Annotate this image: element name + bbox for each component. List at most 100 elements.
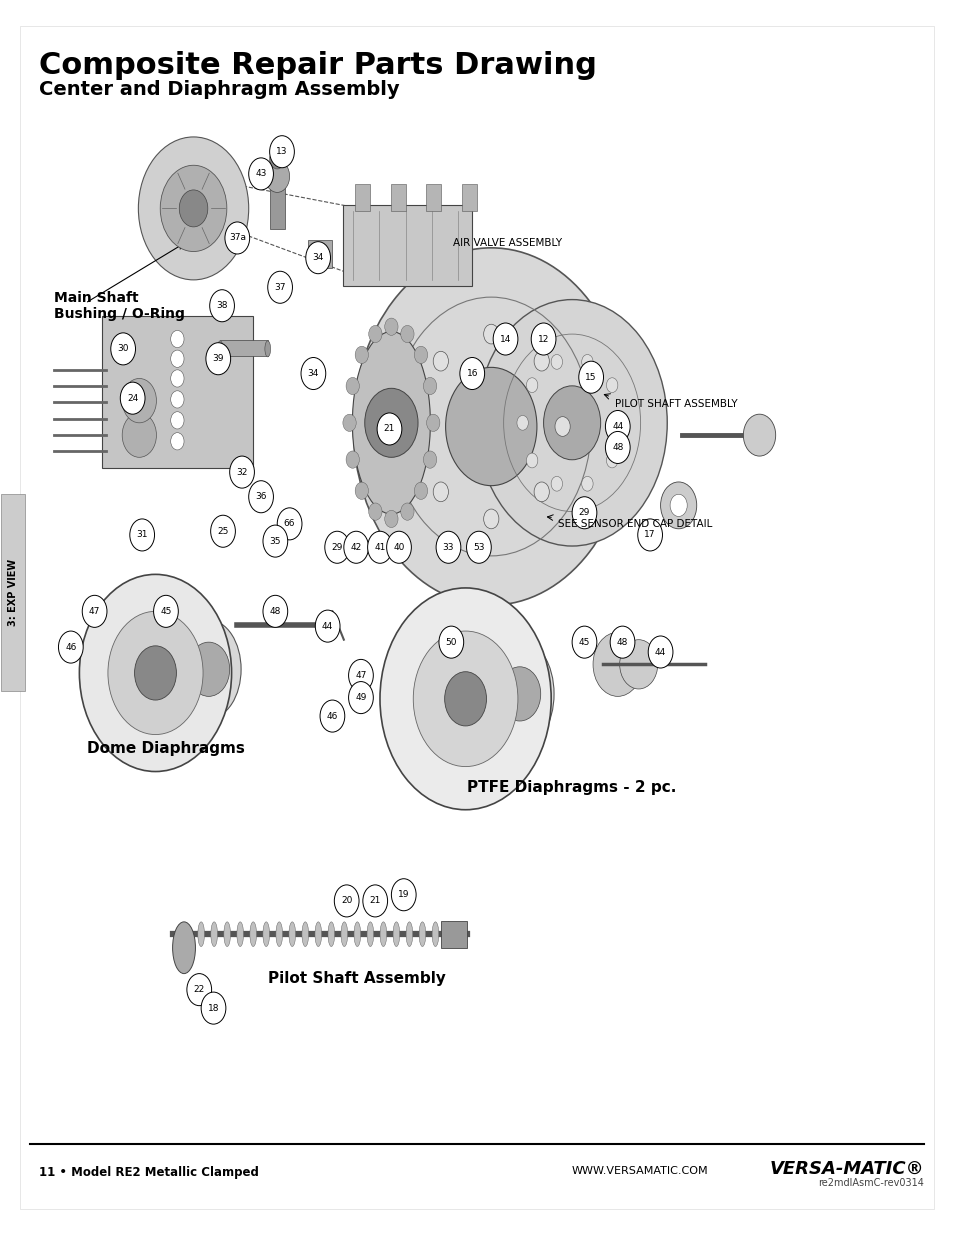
FancyBboxPatch shape xyxy=(1,494,25,692)
Circle shape xyxy=(263,595,288,627)
FancyBboxPatch shape xyxy=(270,183,285,230)
Circle shape xyxy=(120,382,145,414)
Circle shape xyxy=(171,390,184,408)
Circle shape xyxy=(534,351,549,370)
Circle shape xyxy=(605,410,630,442)
Circle shape xyxy=(122,378,156,422)
Circle shape xyxy=(263,525,288,557)
Ellipse shape xyxy=(263,921,270,946)
Circle shape xyxy=(551,354,562,369)
Circle shape xyxy=(534,482,549,501)
Ellipse shape xyxy=(445,921,452,946)
Circle shape xyxy=(111,333,135,364)
Text: 48: 48 xyxy=(270,606,281,616)
Circle shape xyxy=(122,412,156,457)
Circle shape xyxy=(400,325,414,342)
Ellipse shape xyxy=(302,921,308,946)
FancyBboxPatch shape xyxy=(342,205,472,287)
Ellipse shape xyxy=(352,332,430,514)
Circle shape xyxy=(346,451,359,468)
Text: 40: 40 xyxy=(393,542,404,552)
Text: 49: 49 xyxy=(355,693,366,701)
Circle shape xyxy=(58,631,83,663)
Text: 19: 19 xyxy=(397,890,409,899)
Text: 37a: 37a xyxy=(229,233,246,242)
Circle shape xyxy=(355,482,368,499)
Circle shape xyxy=(412,416,427,436)
Circle shape xyxy=(438,626,463,658)
Circle shape xyxy=(160,165,227,252)
Ellipse shape xyxy=(485,640,554,748)
Text: 39: 39 xyxy=(213,354,224,363)
Circle shape xyxy=(647,636,672,668)
Circle shape xyxy=(334,885,358,916)
Circle shape xyxy=(483,325,498,343)
Text: re2mdlAsmC-rev0314: re2mdlAsmC-rev0314 xyxy=(818,1178,923,1188)
Circle shape xyxy=(188,642,230,697)
Circle shape xyxy=(130,519,154,551)
Circle shape xyxy=(444,672,486,726)
Circle shape xyxy=(483,509,498,529)
Circle shape xyxy=(605,431,630,463)
Circle shape xyxy=(171,369,184,387)
Ellipse shape xyxy=(172,921,195,973)
Text: 43: 43 xyxy=(255,169,267,178)
Circle shape xyxy=(153,595,178,627)
Circle shape xyxy=(572,496,597,529)
FancyBboxPatch shape xyxy=(440,920,467,947)
Circle shape xyxy=(669,494,686,516)
Circle shape xyxy=(498,667,540,721)
Circle shape xyxy=(314,610,339,642)
Circle shape xyxy=(391,879,416,910)
Text: 46: 46 xyxy=(326,711,337,720)
Circle shape xyxy=(638,519,661,551)
Circle shape xyxy=(384,319,397,336)
Text: 29: 29 xyxy=(331,542,342,552)
Circle shape xyxy=(171,350,184,367)
Text: 35: 35 xyxy=(270,536,281,546)
Circle shape xyxy=(171,432,184,450)
Text: 50: 50 xyxy=(445,637,456,647)
Circle shape xyxy=(301,357,325,389)
Circle shape xyxy=(531,324,556,354)
Circle shape xyxy=(79,574,232,772)
Text: 25: 25 xyxy=(217,527,229,536)
Circle shape xyxy=(376,412,401,445)
Circle shape xyxy=(659,482,696,529)
Circle shape xyxy=(433,482,448,501)
Text: 41: 41 xyxy=(374,542,385,552)
Circle shape xyxy=(610,626,635,658)
Circle shape xyxy=(249,480,274,513)
Text: 44: 44 xyxy=(322,621,333,631)
Text: 37: 37 xyxy=(274,283,286,291)
Text: 16: 16 xyxy=(466,369,477,378)
Circle shape xyxy=(138,137,249,280)
Text: 22: 22 xyxy=(193,986,205,994)
Circle shape xyxy=(414,482,427,499)
Circle shape xyxy=(355,346,368,363)
Ellipse shape xyxy=(217,341,223,357)
Ellipse shape xyxy=(224,921,231,946)
Text: 45: 45 xyxy=(160,606,172,616)
Text: 47: 47 xyxy=(89,606,100,616)
Circle shape xyxy=(367,531,392,563)
Circle shape xyxy=(179,190,208,227)
Circle shape xyxy=(270,149,285,169)
Text: 11 • Model RE2 Metallic Clamped: 11 • Model RE2 Metallic Clamped xyxy=(39,1166,259,1179)
Circle shape xyxy=(211,515,235,547)
Circle shape xyxy=(353,248,629,605)
Text: 13: 13 xyxy=(276,147,288,156)
Text: 44: 44 xyxy=(612,422,622,431)
Circle shape xyxy=(526,378,537,393)
Circle shape xyxy=(526,453,537,468)
FancyBboxPatch shape xyxy=(220,341,268,356)
Circle shape xyxy=(555,416,570,436)
Circle shape xyxy=(572,626,597,658)
Circle shape xyxy=(606,453,618,468)
Text: 33: 33 xyxy=(442,542,454,552)
Circle shape xyxy=(578,361,603,393)
Text: 38: 38 xyxy=(216,301,228,310)
Text: 12: 12 xyxy=(537,335,549,343)
FancyBboxPatch shape xyxy=(308,241,332,268)
Text: 24: 24 xyxy=(127,394,138,403)
